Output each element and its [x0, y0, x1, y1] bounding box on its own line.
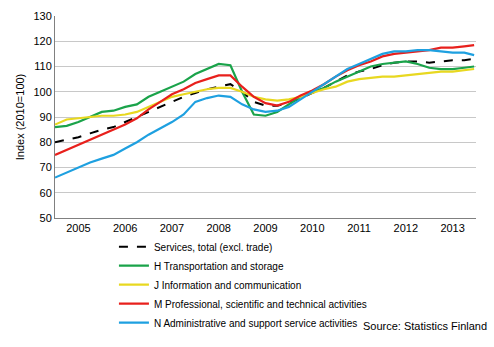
svg-text:2006: 2006 [113, 222, 137, 234]
svg-text:50: 50 [40, 212, 52, 224]
svg-text:130: 130 [33, 10, 51, 22]
svg-text:2013: 2013 [440, 222, 464, 234]
svg-text:N Administrative and support s: N Administrative and support service act… [154, 318, 357, 329]
svg-text:2011: 2011 [347, 222, 371, 234]
svg-text:2012: 2012 [394, 222, 418, 234]
svg-text:2007: 2007 [160, 222, 184, 234]
svg-text:100: 100 [33, 86, 51, 98]
svg-text:110: 110 [34, 60, 52, 72]
svg-text:M Professional, scientific and: M Professional, scientific and technical… [154, 299, 367, 310]
svg-text:Index (2010=100): Index (2010=100) [14, 74, 26, 161]
svg-text:70: 70 [40, 161, 52, 173]
svg-text:Services, total (excl. trade): Services, total (excl. trade) [154, 242, 272, 253]
svg-text:J Information and communicatio: J Information and communication [154, 280, 301, 291]
svg-text:2009: 2009 [253, 222, 277, 234]
svg-text:80: 80 [40, 136, 52, 148]
svg-text:90: 90 [40, 111, 52, 123]
svg-text:Source: Statistics Finland: Source: Statistics Finland [363, 320, 487, 332]
svg-text:2008: 2008 [206, 222, 230, 234]
svg-text:2010: 2010 [300, 222, 324, 234]
svg-text:2005: 2005 [66, 222, 90, 234]
svg-text:H Transportation and storage: H Transportation and storage [154, 261, 284, 272]
svg-text:120: 120 [33, 35, 51, 47]
svg-text:60: 60 [40, 187, 52, 199]
